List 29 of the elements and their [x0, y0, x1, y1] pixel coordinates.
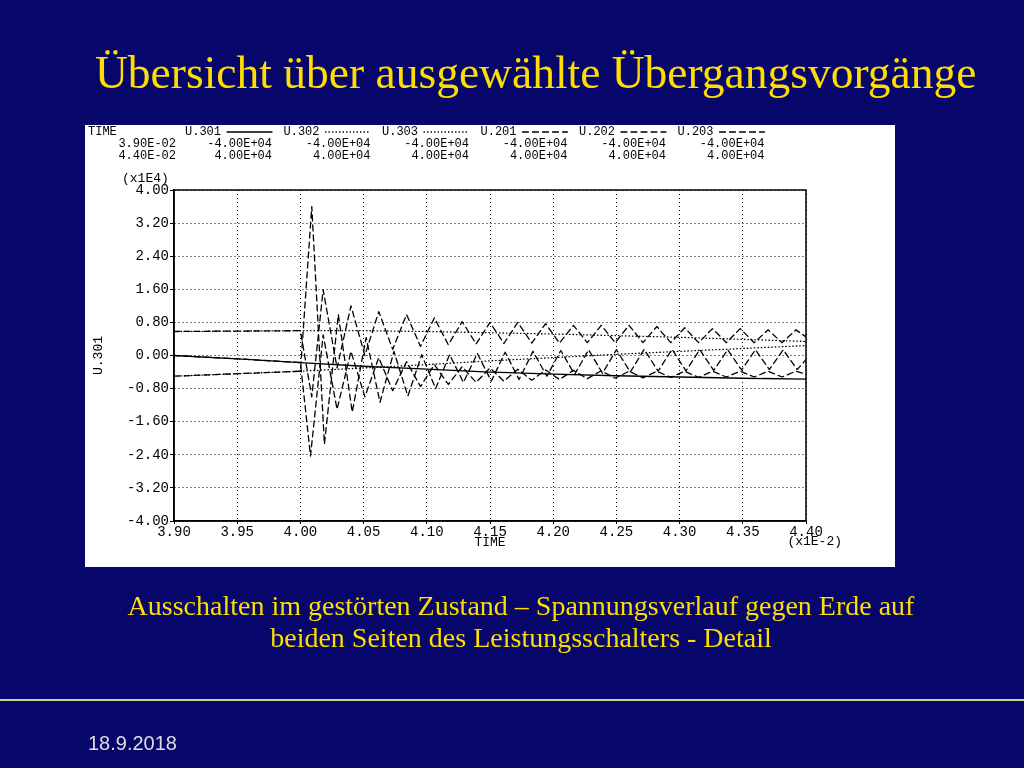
text: 4.40E-02	[118, 149, 176, 164]
text: 4.00E+04	[312, 149, 371, 164]
y-tick-label: -1.60	[126, 413, 169, 430]
y-tick-label: 0.80	[135, 314, 169, 331]
chart-title: Übersicht über ausgewählte Übergangsvorgänge	[95, 47, 977, 98]
x-tick-label: 4.00	[283, 524, 318, 541]
y-axis-title: U.301	[91, 335, 107, 376]
y-tick-label: -0.80	[126, 380, 169, 397]
y-tick-label: 2.40	[135, 247, 169, 264]
x-tick-label: 3.95	[220, 524, 254, 541]
text: 4.00E+04	[214, 149, 272, 164]
text: TIME	[88, 125, 117, 140]
x-tick-label: 4.10	[410, 524, 444, 541]
x-tick-label: 4.30	[662, 524, 697, 541]
x-tick-label: 4.35	[726, 524, 760, 541]
y-tick-label: -2.40	[126, 446, 169, 463]
x-tick-label: 4.25	[599, 524, 634, 541]
y-tick-label: 3.20	[135, 214, 169, 231]
x-tick-label: 4.20	[536, 524, 570, 541]
y-tick-label: 1.60	[135, 281, 169, 297]
text: 4.00E+04	[706, 149, 765, 164]
y-tick-label: 0.00	[135, 347, 169, 364]
text: 4.00E+04	[509, 149, 568, 164]
x-tick-label: 4.05	[346, 524, 381, 541]
text: 4.00E+04	[411, 149, 469, 164]
text: 18.9.2018	[88, 731, 177, 755]
text: Ausschalten im gestörten Zustand – Spannungsverlauf gegen Erde auf beiden Seiten des Leistungsschalters - Detail	[126, 590, 916, 654]
y-tick-label: -3.20	[126, 479, 169, 496]
text: 4.00E+04	[608, 149, 666, 164]
